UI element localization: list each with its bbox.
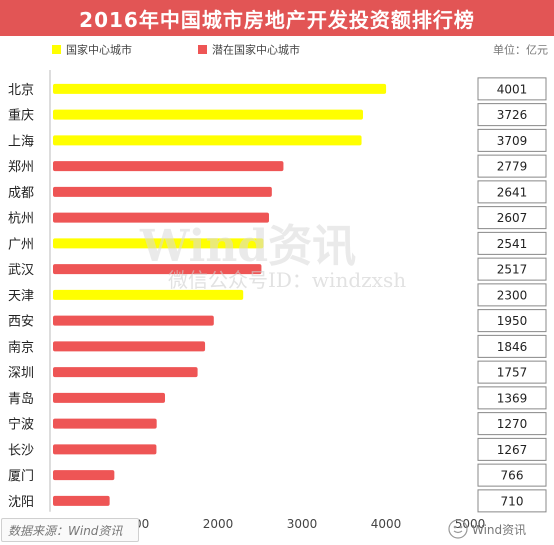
category-label: 广州 [8, 237, 34, 252]
value-box [477, 231, 547, 255]
category-label: 青岛 [8, 391, 34, 407]
bar [53, 470, 115, 481]
bar [53, 109, 363, 120]
value-label: 1846 [497, 340, 528, 354]
source-text: 数据来源：Wind资讯 [8, 523, 123, 538]
value-box [477, 206, 547, 230]
watermark-sub: 微信公众号ID：windzxsh [168, 268, 407, 292]
bar [53, 264, 262, 275]
category-label: 厦门 [8, 469, 34, 484]
bar [53, 315, 214, 326]
bar [53, 135, 362, 146]
value-box [477, 437, 547, 461]
bar [53, 83, 387, 94]
bar [53, 392, 165, 403]
category-label: 重庆 [8, 108, 34, 124]
value-box [477, 128, 547, 152]
value-label: 3726 [497, 108, 528, 122]
bar [53, 444, 157, 455]
category-label: 上海 [8, 134, 34, 149]
value-box [477, 103, 547, 127]
category-label: 长沙 [8, 443, 34, 458]
x-tick-label: 2000 [203, 517, 234, 531]
legend-label: 潜在国家中心城市 [212, 43, 300, 57]
bar [53, 289, 244, 300]
brand-text: Wind资讯 [472, 522, 527, 537]
source-note: 数据来源：Wind资讯 [1, 518, 139, 542]
category-label: 杭州 [8, 212, 34, 227]
bar [53, 418, 157, 429]
value-box [477, 283, 547, 307]
category-label: 武汉 [8, 263, 34, 278]
value-box [477, 360, 547, 384]
category-label: 宁波 [8, 417, 34, 433]
value-label: 710 [501, 494, 524, 508]
value-label: 1369 [497, 391, 528, 405]
bar [53, 367, 198, 378]
value-box [477, 386, 547, 410]
bar [53, 186, 272, 197]
category-label: 西安 [8, 315, 34, 330]
bar [53, 161, 284, 172]
chart-title: 2016年中国城市房地产开发投资额排行榜 [79, 7, 475, 32]
value-label: 766 [501, 469, 524, 483]
wechat-icon [448, 519, 468, 539]
value-label: 4001 [497, 82, 528, 96]
value-label: 2641 [497, 185, 528, 199]
x-tick-label: 4000 [371, 517, 402, 531]
brand-mark: Wind资讯 [448, 516, 526, 542]
value-label: 1270 [497, 417, 528, 431]
value-label: 2300 [497, 288, 528, 302]
bar [53, 495, 110, 506]
value-label: 1267 [497, 443, 528, 457]
bar [53, 212, 269, 223]
value-box [477, 489, 547, 513]
value-label: 2541 [497, 237, 528, 251]
value-box [477, 412, 547, 436]
bar [53, 341, 206, 352]
legend-label: 国家中心城市 [66, 43, 132, 57]
value-box [477, 334, 547, 358]
legend-swatch [198, 45, 207, 54]
value-box [477, 463, 547, 487]
category-label: 天津 [8, 289, 34, 304]
category-label: 北京 [8, 83, 34, 98]
value-box [477, 180, 547, 204]
legend-swatch [52, 45, 61, 54]
title-bar: 2016年中国城市房地产开发投资额排行榜 [0, 0, 554, 36]
value-label: 1950 [497, 314, 528, 328]
value-label: 3709 [497, 134, 528, 148]
category-label: 沈阳 [8, 495, 34, 510]
category-label: 深圳 [8, 366, 34, 381]
x-tick-label: 3000 [287, 517, 318, 531]
x-tick-label: 5000 [455, 517, 486, 531]
category-label: 南京 [8, 339, 34, 355]
watermark-main: Wind资讯 [140, 221, 357, 272]
bar [53, 238, 264, 249]
unit-label: 单位：亿元 [493, 43, 548, 57]
value-box [477, 154, 547, 178]
value-label: 2517 [497, 263, 528, 277]
category-label: 郑州 [8, 160, 34, 175]
value-label: 2779 [497, 160, 528, 174]
value-box [477, 77, 547, 101]
value-box [477, 309, 547, 333]
value-label: 1757 [497, 366, 528, 380]
value-label: 2607 [497, 211, 528, 225]
category-label: 成都 [8, 186, 34, 201]
value-box [477, 257, 547, 281]
